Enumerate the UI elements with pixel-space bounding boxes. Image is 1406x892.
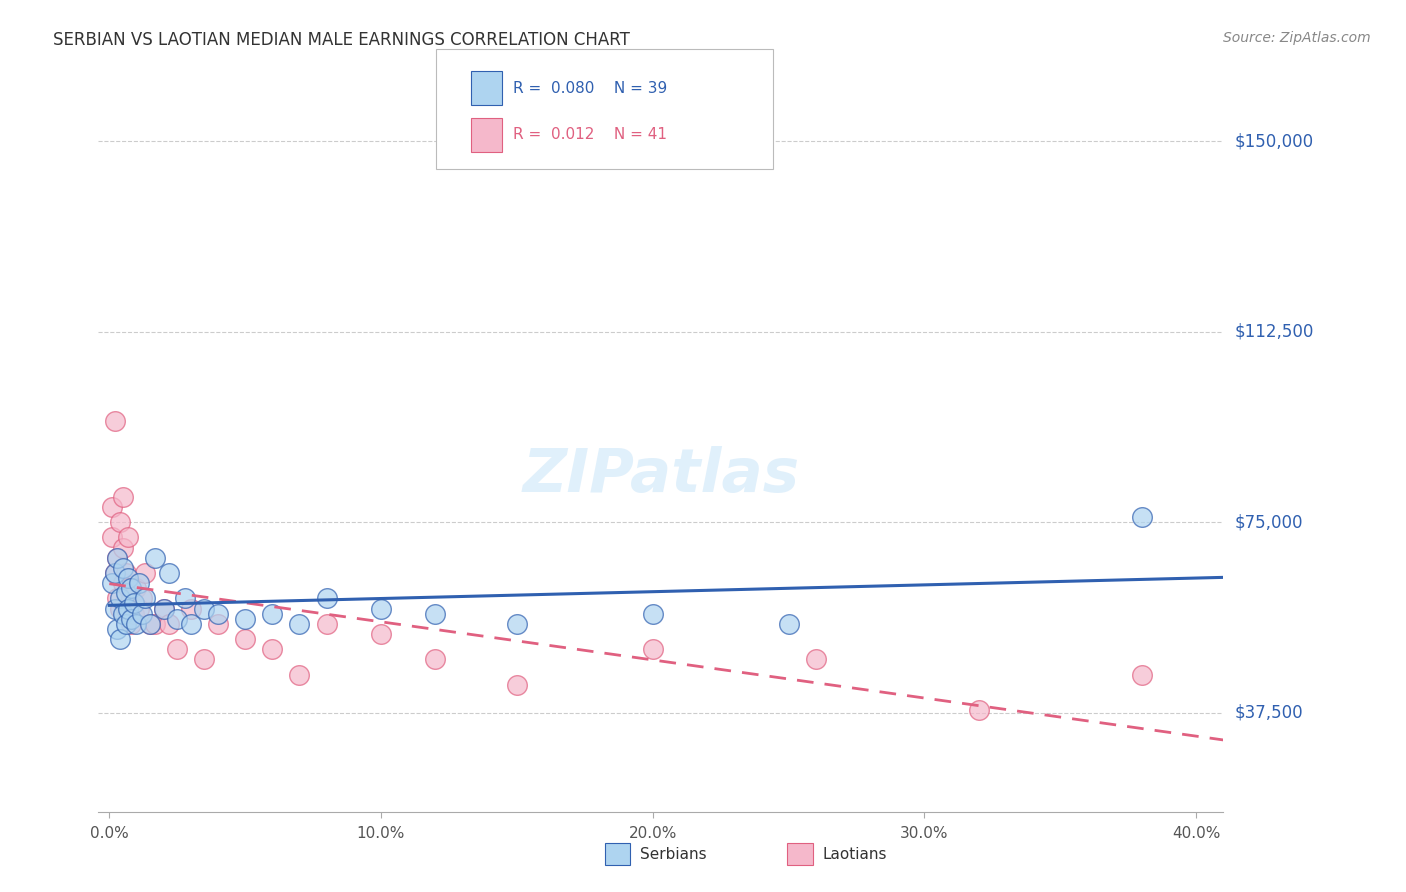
Point [193,652,215,666]
Point [108,632,131,646]
Text: $75,000: $75,000 [1234,513,1303,532]
Text: ZIPatlas: ZIPatlas [522,446,800,505]
Point [131,591,153,606]
Point [131,607,153,621]
Point [641,607,664,621]
Point [114,616,136,631]
Point [134,591,156,606]
Point [117,571,139,585]
Point [107,591,129,606]
Point [157,616,180,631]
Point [134,566,156,580]
Text: Laotians: Laotians [823,847,887,862]
Point [108,591,131,606]
Point [315,616,337,631]
Point [101,530,124,544]
Point [111,607,134,621]
Text: Source: ZipAtlas.com: Source: ZipAtlas.com [1223,31,1371,45]
Point [125,616,148,631]
Point [139,616,162,631]
Text: R =  0.080    N = 39: R = 0.080 N = 39 [513,81,668,95]
Text: R =  0.012    N = 41: R = 0.012 N = 41 [513,128,668,142]
Point [114,586,136,600]
Point [108,515,131,529]
Point [207,616,229,631]
Point [145,550,167,565]
Point [108,601,131,615]
Point [120,616,142,631]
Point [117,581,139,595]
Point [233,612,256,626]
Point [152,601,174,615]
Point [145,616,167,631]
Point [104,566,127,580]
Text: $112,500: $112,500 [1234,323,1313,341]
Point [111,490,134,504]
Point [315,591,337,606]
Point [139,616,162,631]
Point [1130,667,1153,681]
Point [262,642,284,657]
Point [101,576,124,591]
Point [804,652,827,666]
Point [111,561,134,575]
Point [288,616,311,631]
Point [107,622,129,636]
Point [1130,510,1153,524]
Point [166,642,188,657]
Point [111,576,134,591]
Point [120,581,142,595]
Point [152,601,174,615]
Text: $37,500: $37,500 [1234,704,1303,722]
Point [425,607,447,621]
Point [157,566,180,580]
Point [370,601,392,615]
Point [967,703,990,717]
Point [641,642,664,657]
Point [262,607,284,621]
Text: $150,000: $150,000 [1234,132,1313,150]
Point [114,601,136,615]
Point [104,414,127,428]
Point [125,581,148,595]
Point [506,616,529,631]
Point [122,597,145,611]
Point [180,616,202,631]
Point [122,607,145,621]
Point [370,627,392,641]
Point [128,576,150,591]
Point [107,550,129,565]
Point [166,612,188,626]
Point [120,591,142,606]
Point [288,667,311,681]
Point [114,566,136,580]
Point [120,612,142,626]
Point [104,566,127,580]
Point [233,632,256,646]
Text: Serbians: Serbians [640,847,706,862]
Point [104,601,127,615]
Point [778,616,800,631]
Point [117,530,139,544]
Point [506,678,529,692]
Point [207,607,229,621]
Point [193,601,215,615]
Point [107,550,129,565]
Point [174,591,197,606]
Point [117,601,139,615]
Text: SERBIAN VS LAOTIAN MEDIAN MALE EARNINGS CORRELATION CHART: SERBIAN VS LAOTIAN MEDIAN MALE EARNINGS … [53,31,630,49]
Point [180,601,202,615]
Point [128,601,150,615]
Point [425,652,447,666]
Point [111,541,134,555]
Point [101,500,124,514]
